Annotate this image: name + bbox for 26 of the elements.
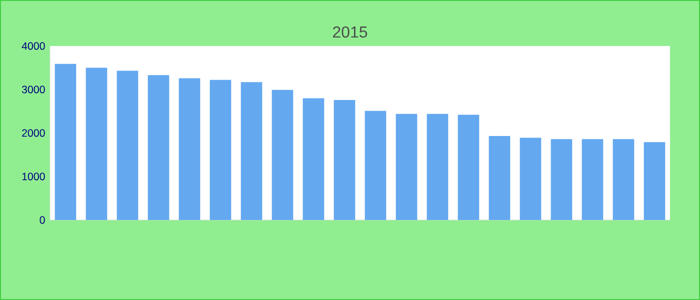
bar: [302, 98, 324, 220]
bar: [582, 139, 604, 220]
bar: [364, 110, 386, 220]
bar: [116, 70, 138, 220]
bar: [644, 142, 666, 220]
bar: [520, 138, 542, 220]
bar: [272, 90, 294, 220]
y-tick-label: 1000: [22, 172, 45, 180]
bar: [240, 82, 262, 220]
bar: [178, 78, 200, 220]
bar: [86, 68, 108, 220]
bar: [396, 114, 418, 220]
bar: [612, 139, 634, 220]
bar: [210, 80, 232, 220]
bar: [54, 64, 76, 220]
y-tick-label: 3000: [22, 86, 45, 94]
y-tick-label: 2000: [22, 129, 45, 137]
bar: [550, 139, 572, 220]
y-tick-label: 0: [40, 216, 45, 224]
bar: [488, 136, 510, 220]
bar: [426, 114, 448, 220]
bar: [334, 100, 356, 220]
y-tick-label: 4000: [22, 42, 45, 50]
bar: [148, 75, 170, 220]
bar: [458, 114, 480, 220]
chart-title: 2015: [333, 26, 368, 38]
